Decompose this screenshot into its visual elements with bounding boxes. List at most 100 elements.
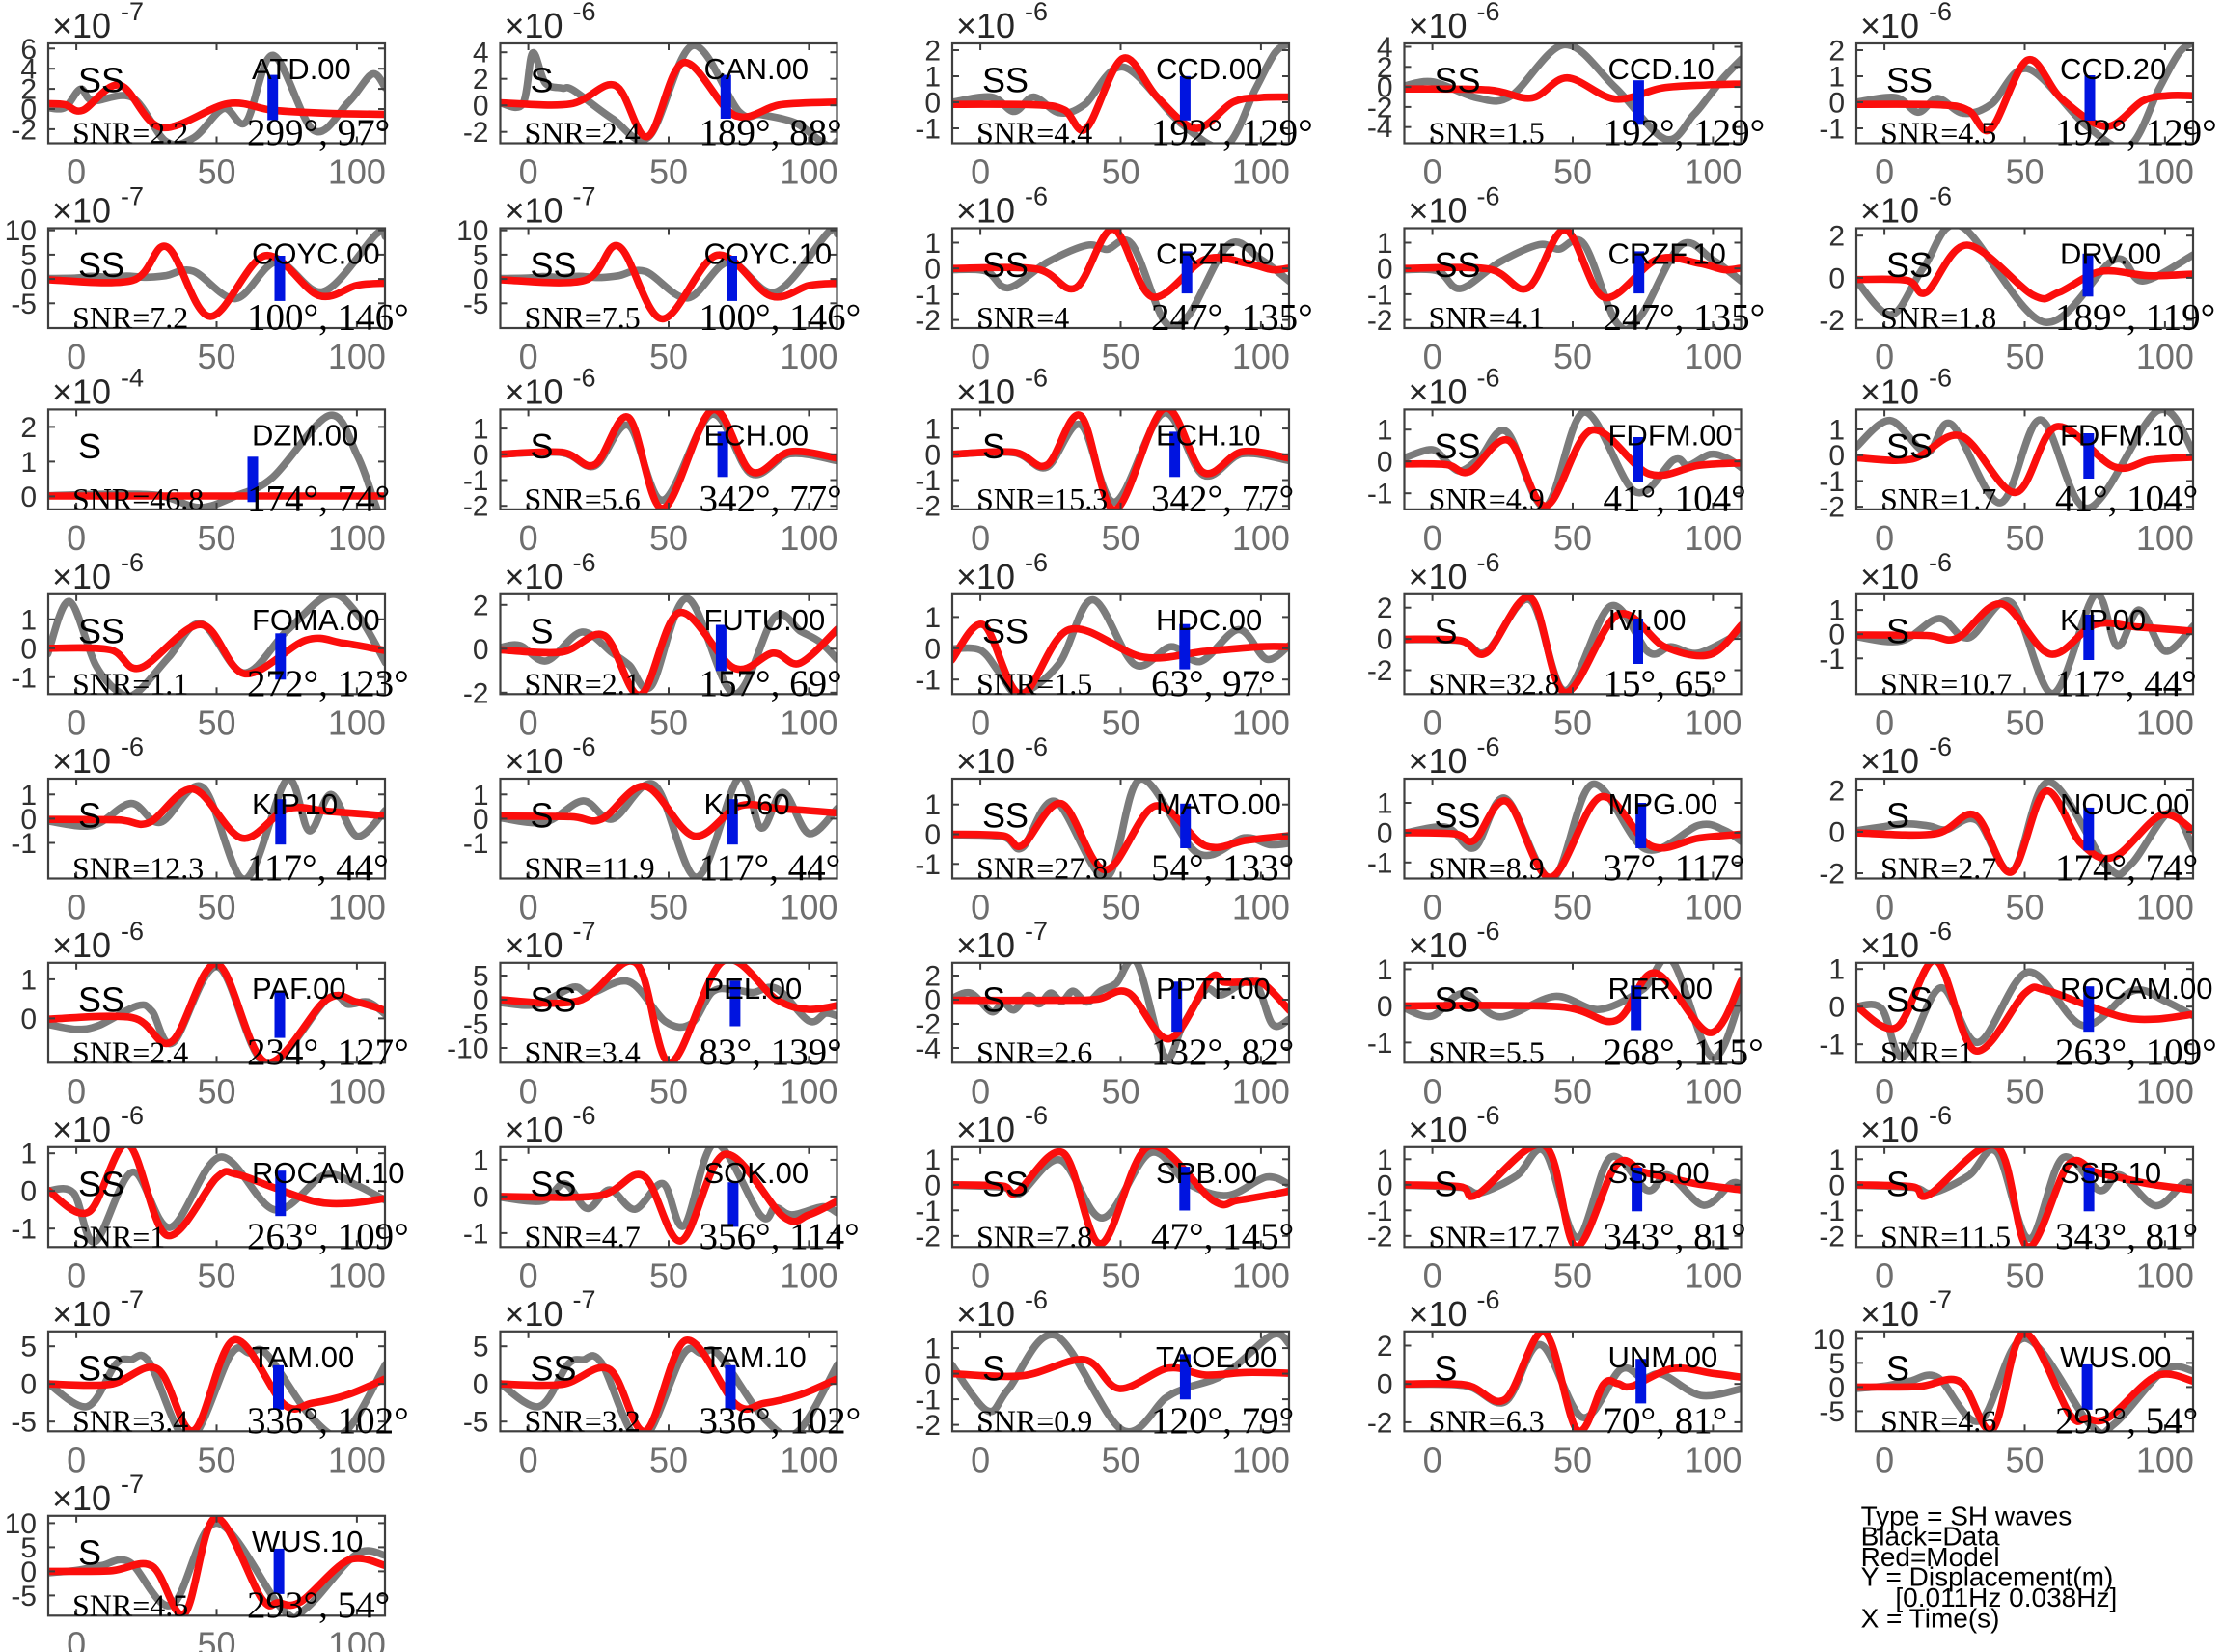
svg-text:50: 50 <box>1101 1071 1139 1111</box>
svg-text:50: 50 <box>649 1071 688 1111</box>
svg-text:50: 50 <box>1553 888 1592 927</box>
svg-text:×10: ×10 <box>1409 6 1468 45</box>
svg-text:S: S <box>982 979 1005 1019</box>
svg-text:SNR=4: SNR=4 <box>976 300 1069 335</box>
svg-text:-5: -5 <box>463 289 489 320</box>
svg-text:-2: -2 <box>915 1221 941 1253</box>
svg-text:-6: -6 <box>1477 363 1500 392</box>
svg-text:-7: -7 <box>573 1285 596 1314</box>
svg-text:100: 100 <box>1684 702 1742 742</box>
svg-text:SNR=1.5: SNR=1.5 <box>1429 116 1545 151</box>
svg-text:×10: ×10 <box>1860 1294 1919 1334</box>
svg-text:117°, 44°: 117°, 44° <box>247 847 389 889</box>
svg-text:100°, 146°: 100°, 146° <box>700 297 862 339</box>
svg-text:-6: -6 <box>1477 0 1500 26</box>
svg-text:1: 1 <box>1828 595 1845 627</box>
svg-text:0: 0 <box>20 1004 37 1035</box>
svg-text:-5: -5 <box>463 1009 489 1041</box>
svg-text:293°, 54°: 293°, 54° <box>2055 1400 2198 1442</box>
svg-text:50: 50 <box>1101 888 1139 927</box>
svg-text:-6: -6 <box>1477 548 1500 577</box>
svg-text:100: 100 <box>328 1255 386 1295</box>
svg-text:50: 50 <box>2005 1440 2044 1479</box>
svg-text:SNR=0.9: SNR=0.9 <box>976 1403 1092 1438</box>
svg-text:SNR=2.1: SNR=2.1 <box>525 666 641 701</box>
svg-text:50: 50 <box>1553 1071 1592 1111</box>
svg-text:0: 0 <box>473 634 489 666</box>
svg-text:1: 1 <box>1828 62 1845 94</box>
svg-text:-6: -6 <box>1025 363 1048 392</box>
svg-text:SNR=2.4: SNR=2.4 <box>525 116 641 151</box>
svg-text:-2: -2 <box>1367 92 1393 124</box>
svg-text:0: 0 <box>473 1369 489 1401</box>
svg-text:SNR=5.6: SNR=5.6 <box>525 482 641 516</box>
svg-text:-6: -6 <box>1929 548 1952 577</box>
svg-text:SNR=6.3: SNR=6.3 <box>1429 1403 1545 1438</box>
svg-text:SNR=11.5: SNR=11.5 <box>1880 1219 2011 1253</box>
svg-text:×10: ×10 <box>956 372 1015 411</box>
svg-text:2: 2 <box>1828 776 1845 808</box>
svg-text:SS: SS <box>78 61 124 100</box>
svg-text:SNR=1.8: SNR=1.8 <box>1880 300 1996 335</box>
svg-text:S: S <box>1435 611 1458 650</box>
svg-text:-1: -1 <box>1819 466 1845 498</box>
svg-text:×10: ×10 <box>52 1294 111 1334</box>
svg-text:SNR=46.8: SNR=46.8 <box>72 482 204 516</box>
svg-text:×10: ×10 <box>1860 191 1919 231</box>
svg-text:SNR=1.5: SNR=1.5 <box>976 666 1092 701</box>
svg-text:×10: ×10 <box>1860 1110 1919 1149</box>
svg-text:0: 0 <box>1828 1170 1845 1201</box>
svg-text:UNM.00: UNM.00 <box>1608 1340 1718 1374</box>
svg-text:0: 0 <box>1875 1440 1894 1479</box>
svg-text:0: 0 <box>971 702 990 742</box>
svg-text:[0.011Hz 0.038Hz]: [0.011Hz 0.038Hz] <box>1895 1583 2117 1612</box>
svg-text:100: 100 <box>1232 152 1290 192</box>
svg-text:0: 0 <box>519 888 538 927</box>
svg-text:ROCAM.00: ROCAM.00 <box>2060 972 2212 1005</box>
svg-text:-1: -1 <box>11 1214 37 1246</box>
svg-text:-7: -7 <box>573 917 596 946</box>
svg-text:S: S <box>531 427 554 466</box>
svg-text:×10: ×10 <box>505 6 563 45</box>
svg-text:2: 2 <box>473 64 489 96</box>
svg-text:×10: ×10 <box>1409 925 1468 965</box>
svg-text:×10: ×10 <box>1409 557 1468 596</box>
svg-text:-6: -6 <box>1477 917 1500 946</box>
svg-text:×10: ×10 <box>1409 372 1468 411</box>
svg-text:100: 100 <box>328 518 386 558</box>
svg-text:100: 100 <box>2136 1255 2194 1295</box>
svg-text:-6: -6 <box>573 363 596 392</box>
svg-text:2: 2 <box>1377 52 1393 84</box>
svg-text:0: 0 <box>1423 337 1442 376</box>
svg-text:100: 100 <box>1684 518 1742 558</box>
svg-text:1: 1 <box>20 604 37 636</box>
svg-text:SS: SS <box>1435 427 1481 466</box>
svg-text:CRZF.00: CRZF.00 <box>1156 237 1274 271</box>
svg-text:0: 0 <box>67 1624 86 1652</box>
svg-text:1: 1 <box>1377 788 1393 820</box>
svg-text:DZM.00: DZM.00 <box>252 418 358 452</box>
svg-text:DRV.00: DRV.00 <box>2060 237 2161 271</box>
svg-text:-2: -2 <box>1367 305 1393 337</box>
svg-text:ROCAM.10: ROCAM.10 <box>252 1156 404 1190</box>
svg-text:-1: -1 <box>915 279 941 311</box>
svg-text:1: 1 <box>924 789 941 821</box>
svg-text:SNR=17.7: SNR=17.7 <box>1429 1219 1560 1253</box>
svg-text:50: 50 <box>1101 337 1139 376</box>
svg-text:100: 100 <box>1684 152 1742 192</box>
svg-text:2: 2 <box>924 36 941 68</box>
svg-text:-2: -2 <box>1819 1221 1845 1253</box>
svg-text:1: 1 <box>1828 415 1845 447</box>
svg-text:SS: SS <box>982 796 1029 836</box>
svg-text:SNR=2.2: SNR=2.2 <box>72 116 188 151</box>
svg-text:-6: -6 <box>573 1101 596 1130</box>
svg-text:5: 5 <box>473 961 489 993</box>
svg-text:CCD.00: CCD.00 <box>1156 52 1262 86</box>
svg-text:0: 0 <box>473 985 489 1017</box>
svg-text:50: 50 <box>1553 337 1592 376</box>
svg-text:SS: SS <box>1435 979 1481 1019</box>
svg-text:KIP.60: KIP.60 <box>704 787 790 821</box>
svg-text:-2: -2 <box>915 305 941 337</box>
svg-text:0: 0 <box>971 337 990 376</box>
svg-text:×10: ×10 <box>956 557 1015 596</box>
